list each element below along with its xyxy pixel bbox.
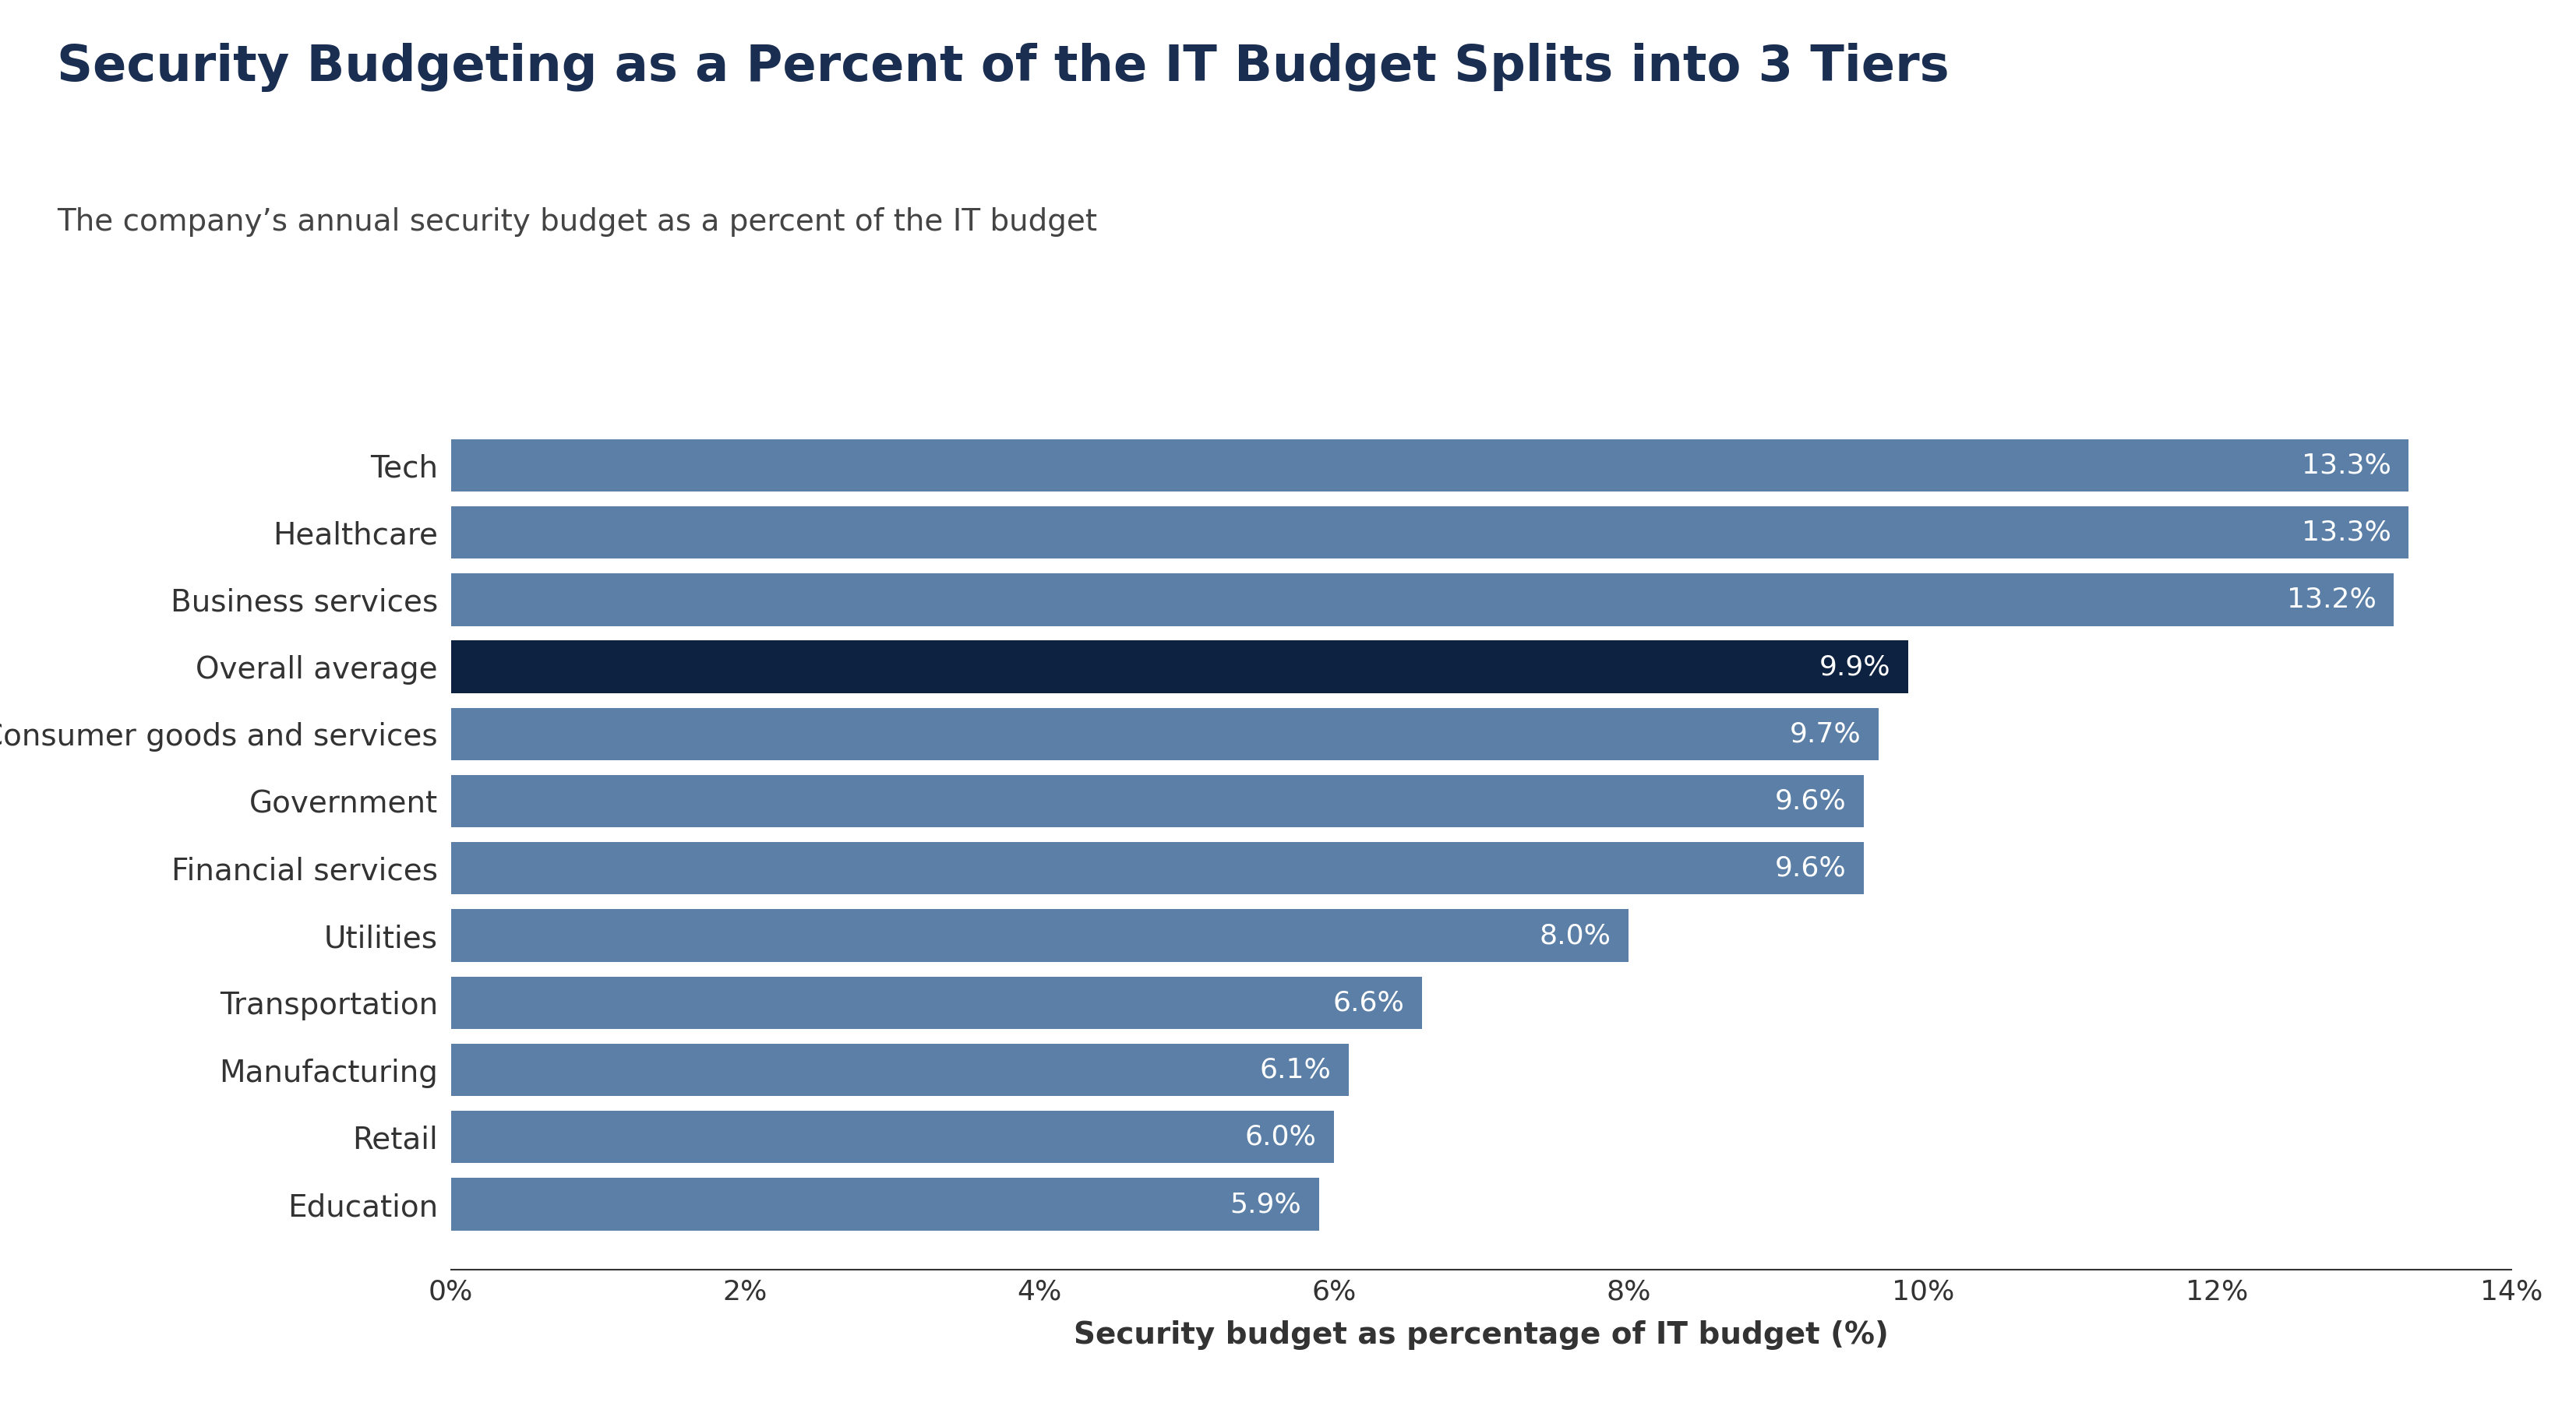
Bar [451, 1110, 1334, 1163]
Text: 9.7%: 9.7% [1790, 721, 1860, 748]
Bar [451, 775, 1865, 828]
Bar [451, 1179, 1319, 1230]
Text: 13.2%: 13.2% [2287, 586, 2375, 614]
X-axis label: Security budget as percentage of IT budget (%): Security budget as percentage of IT budg… [1074, 1320, 1888, 1350]
Bar [451, 842, 1865, 895]
Bar [451, 440, 2409, 491]
Text: 13.3%: 13.3% [2300, 452, 2391, 478]
Bar [451, 507, 2409, 559]
Text: 6.0%: 6.0% [1244, 1124, 1316, 1150]
Bar [451, 976, 1422, 1029]
Text: 9.6%: 9.6% [1775, 855, 1847, 882]
Text: 6.6%: 6.6% [1332, 989, 1404, 1016]
Bar [451, 909, 1628, 962]
Bar [451, 641, 1909, 694]
Text: 8.0%: 8.0% [1538, 922, 1610, 949]
Text: 5.9%: 5.9% [1231, 1192, 1301, 1217]
Text: The company’s annual security budget as a percent of the IT budget: The company’s annual security budget as … [57, 207, 1097, 237]
Bar [451, 708, 1878, 761]
Bar [451, 1043, 1350, 1096]
Text: Security Budgeting as a Percent of the IT Budget Splits into 3 Tiers: Security Budgeting as a Percent of the I… [57, 43, 1950, 91]
Text: 6.1%: 6.1% [1260, 1056, 1332, 1083]
Text: 9.9%: 9.9% [1819, 654, 1891, 681]
Text: 9.6%: 9.6% [1775, 788, 1847, 815]
Text: 13.3%: 13.3% [2300, 519, 2391, 545]
Bar [451, 574, 2393, 626]
